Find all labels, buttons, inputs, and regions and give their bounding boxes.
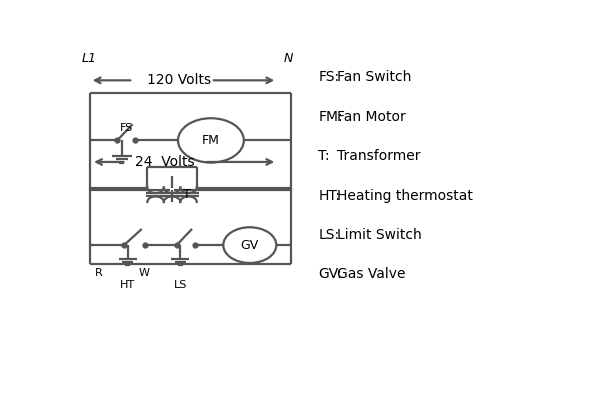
Text: FS:: FS: bbox=[319, 70, 339, 84]
Text: HT: HT bbox=[120, 280, 135, 290]
Text: FM: FM bbox=[202, 134, 220, 147]
Text: Transformer: Transformer bbox=[337, 149, 420, 163]
Text: Gas Valve: Gas Valve bbox=[337, 267, 405, 281]
Text: Heating thermostat: Heating thermostat bbox=[337, 188, 473, 202]
Text: N: N bbox=[284, 52, 293, 65]
Text: LS:: LS: bbox=[319, 228, 339, 242]
Text: 24  Volts: 24 Volts bbox=[135, 155, 195, 169]
Text: 120 Volts: 120 Volts bbox=[147, 73, 211, 87]
Text: Limit Switch: Limit Switch bbox=[337, 228, 421, 242]
Text: GV:: GV: bbox=[319, 267, 342, 281]
Text: FS: FS bbox=[119, 123, 133, 133]
Text: Fan Motor: Fan Motor bbox=[337, 110, 405, 124]
Text: T: T bbox=[183, 188, 191, 201]
Text: T:: T: bbox=[319, 149, 330, 163]
Text: FM:: FM: bbox=[319, 110, 343, 124]
Text: L1: L1 bbox=[82, 52, 97, 65]
Text: W: W bbox=[139, 268, 150, 278]
Text: LS: LS bbox=[173, 280, 187, 290]
Text: HT:: HT: bbox=[319, 188, 340, 202]
Text: Fan Switch: Fan Switch bbox=[337, 70, 411, 84]
Text: R: R bbox=[95, 268, 103, 278]
Text: GV: GV bbox=[241, 239, 259, 252]
